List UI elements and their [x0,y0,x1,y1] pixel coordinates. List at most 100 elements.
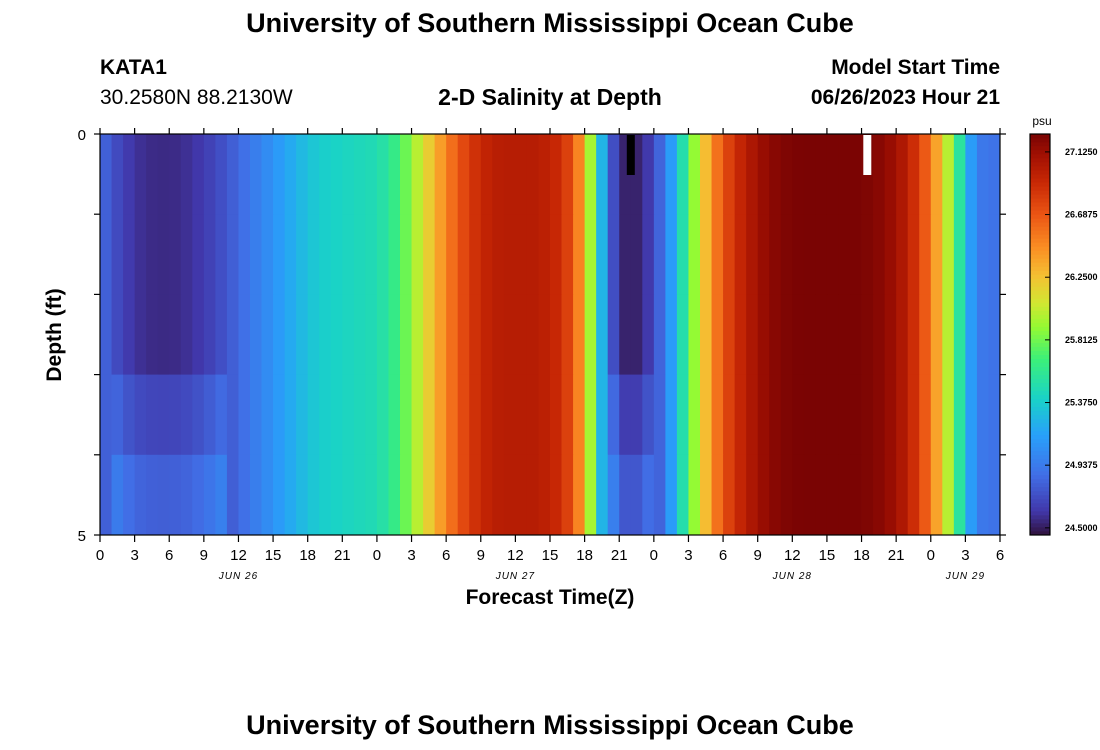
station-location: 30.2580N 88.2130W [100,86,293,109]
heatmap-cell [538,214,551,295]
heatmap-cell [307,214,320,295]
heatmap-cell [850,454,862,536]
heatmap-cell [342,374,355,456]
heatmap-cell [896,214,909,295]
heatmap-cell [423,214,436,295]
colorbar-segment [1030,190,1050,195]
heatmap-cell [480,294,493,375]
colorbar-segment [1030,522,1050,528]
heatmap-cell [330,374,343,456]
heatmap-cell [111,374,124,456]
heatmap-cell [238,134,251,215]
colorbar-segment [1030,318,1050,323]
heatmap-cell [157,454,170,536]
colorbar-segment [1030,442,1050,448]
heatmap-cell [100,294,112,375]
heatmap-cell [619,374,632,456]
heatmap-cell [146,454,159,536]
heatmap-cell [284,214,297,295]
heatmap-cell [861,374,874,456]
colorbar-segment [1030,434,1050,440]
heatmap-cell [838,454,851,536]
x-tick-label: 3 [684,547,692,564]
heatmap-cell [446,374,459,456]
heatmap-cell [884,374,897,456]
heatmap-cell [850,134,862,215]
heatmap-cell [873,214,886,295]
colorbar-segment [1030,290,1050,295]
heatmap-cell [688,214,701,295]
heatmap-cell [919,454,932,536]
heatmap-cell [365,374,378,456]
colorbar: psu 27.1250 26.6875 26.2500 25.8125 25.3750 24… [1029,114,1098,536]
heatmap-cell [584,294,597,375]
heatmap-cell [723,134,736,215]
time-markers [626,135,872,175]
heatmap-cell [203,454,216,536]
heatmap-cell [169,374,182,456]
heatmap-cell [815,294,828,375]
colorbar-segment [1030,390,1050,396]
colorbar-segment [1030,158,1050,163]
heatmap-cell [123,214,136,295]
heatmap-cell [988,294,1001,375]
heatmap-cell [838,134,851,215]
heatmap-cell [180,294,193,375]
heatmap-cell [180,454,193,536]
heatmap-cell [100,374,112,456]
colorbar-segment [1030,306,1050,311]
heatmap-cell [330,454,343,536]
heatmap-cell [550,214,562,295]
heatmap-cell [619,294,632,375]
heatmap-cell [619,134,632,215]
heatmap-cell [284,374,297,456]
heatmap-cell [526,134,539,215]
heatmap-cell [734,294,747,375]
colorbar-segment [1030,134,1050,139]
heatmap-cell [561,214,574,295]
heatmap-cell [757,294,770,375]
heatmap-cell [919,214,932,295]
heatmap-cell [434,214,447,295]
heatmap-cell [826,374,839,456]
colorbar-segment [1030,394,1050,400]
time-marker [863,135,872,175]
x-tick-label: 21 [334,547,351,564]
heatmap-cell [169,214,182,295]
x-tick-label: 6 [442,547,450,564]
colorbar-segment [1030,194,1050,199]
heatmap-cell [457,134,470,215]
heatmap-cell [284,134,297,215]
heatmap-cell [134,374,147,456]
colorbar-segment [1030,302,1050,307]
heatmap-cell [907,294,920,375]
heatmap-cell [630,374,643,456]
heatmap-cell [423,454,436,536]
heatmap-cell [688,294,701,375]
heatmap-cell [469,454,482,536]
heatmap-cell [192,294,205,375]
heatmap-cell [573,374,586,456]
heatmap-cell [169,454,182,536]
colorbar-segment [1030,178,1050,183]
heatmap-cell [561,294,574,375]
heatmap-cell [676,214,689,295]
colorbar-segment [1030,262,1050,267]
heatmap-cell [469,214,482,295]
heatmap-cell [538,134,551,215]
heatmap-cell [953,374,966,456]
x-tick-label: 0 [927,547,935,564]
heatmap-cell [746,374,759,456]
heatmap-cell [342,294,355,375]
colorbar-frame [1029,133,1051,536]
heatmap-cell [676,454,689,536]
heatmap-cell [157,134,170,215]
heatmap-cell [238,374,251,456]
heatmap-cell [907,134,920,215]
colorbar-segment [1030,330,1050,335]
heatmap-cell [723,454,736,536]
heatmap-cell [596,454,609,536]
heatmap-cell [630,454,643,536]
colorbar-segment [1030,322,1050,327]
heatmap-cell [930,214,943,295]
